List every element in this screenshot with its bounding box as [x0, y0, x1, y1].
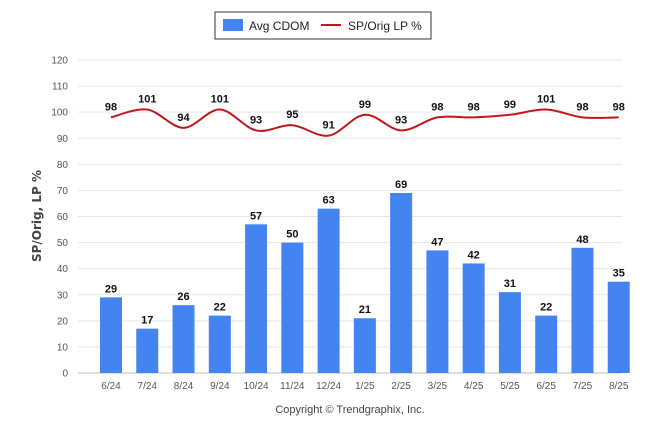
- x-tick-label: 11/24: [280, 381, 305, 392]
- x-axis-ticks: 6/24 7/24 8/24 9/24 10/24 11/24 12/24 1/25 2/25 3…: [101, 381, 629, 392]
- bar: [172, 305, 195, 373]
- bar-value-label: 48: [576, 234, 588, 246]
- bar-value-label: 47: [431, 236, 443, 248]
- line-value-label: 99: [359, 99, 371, 111]
- line-value-label: 98: [576, 101, 588, 113]
- x-tick-label: 7/24: [138, 381, 158, 392]
- line-value-label: 93: [250, 114, 262, 126]
- x-tick-label: 6/24: [101, 381, 121, 392]
- legend-bar-label: Avg CDOM: [249, 19, 309, 33]
- legend-bar-swatch: [223, 19, 243, 31]
- bar: [317, 208, 340, 373]
- x-tick-label: 4/25: [464, 381, 484, 392]
- line-path: [110, 108, 619, 137]
- bar-value-label: 22: [214, 302, 226, 314]
- y-tick-label: 40: [57, 264, 69, 275]
- bar-value-label: 21: [359, 304, 371, 316]
- line-value-label: 98: [468, 101, 480, 113]
- bar-data-labels: 29 17 26 22 57 50 63 21 69 47 42 31 22 48 35: [105, 179, 625, 327]
- bar-value-label: 63: [322, 195, 334, 207]
- x-tick-label: 5/25: [500, 381, 520, 392]
- line-data-labels: 98 101 94 101 93 95 91 99 93 98 98 99 101 98 98: [105, 94, 625, 132]
- line-value-label: 98: [613, 101, 625, 113]
- line-series: [110, 108, 619, 137]
- y-tick-label: 80: [57, 160, 69, 171]
- bar: [390, 193, 413, 373]
- x-tick-label: 6/25: [536, 381, 556, 392]
- grid: [78, 59, 622, 374]
- x-tick-label: 3/25: [428, 381, 448, 392]
- bar-value-label: 31: [504, 278, 516, 290]
- bar-value-label: 35: [613, 268, 625, 280]
- bar-value-label: 42: [468, 249, 480, 261]
- bar-value-label: 50: [286, 229, 298, 241]
- legend-line-label: SP/Orig LP %: [348, 19, 422, 33]
- x-tick-label: 1/25: [355, 381, 375, 392]
- copyright-footer: Copyright © Trendgraphix, Inc.: [275, 404, 424, 416]
- line-value-label: 101: [537, 94, 555, 106]
- line-value-label: 98: [105, 101, 117, 113]
- bar: [426, 250, 449, 373]
- y-axis-title: SP/Orig, LP %: [30, 170, 44, 262]
- y-tick-label: 30: [57, 290, 69, 301]
- bar: [281, 242, 304, 373]
- y-tick-label: 110: [52, 82, 68, 93]
- bar-value-label: 22: [540, 302, 552, 314]
- x-tick-label: 7/25: [573, 381, 593, 392]
- line-value-label: 101: [138, 94, 156, 106]
- bar: [208, 315, 231, 373]
- bar: [136, 328, 159, 373]
- line-value-label: 94: [177, 112, 190, 124]
- legend: Avg CDOM SP/Orig LP %: [214, 11, 432, 40]
- line-value-label: 101: [211, 94, 229, 106]
- bar: [535, 315, 558, 373]
- bar: [571, 247, 594, 373]
- bar: [245, 224, 268, 373]
- bar-value-label: 17: [141, 315, 153, 327]
- bar-value-label: 57: [250, 210, 262, 222]
- x-tick-label: 8/25: [609, 381, 629, 392]
- y-tick-label: 50: [57, 238, 69, 249]
- y-tick-label: 120: [51, 56, 68, 67]
- line-value-label: 91: [322, 120, 334, 132]
- bar: [353, 318, 376, 373]
- x-tick-label: 10/24: [244, 381, 269, 392]
- x-tick-label: 8/24: [174, 381, 194, 392]
- y-tick-label: 60: [57, 212, 69, 223]
- bar: [462, 263, 485, 373]
- bar: [498, 292, 521, 373]
- bar: [100, 297, 122, 373]
- line-value-label: 99: [504, 99, 516, 111]
- y-tick-label: 90: [57, 134, 69, 145]
- bar-series: [100, 193, 630, 373]
- y-tick-label: 70: [57, 186, 69, 197]
- x-tick-label: 2/25: [391, 381, 411, 392]
- x-tick-label: 12/24: [316, 381, 341, 392]
- bar: [607, 281, 630, 373]
- line-value-label: 95: [286, 109, 298, 121]
- bar-value-label: 29: [105, 283, 117, 295]
- bar-value-label: 26: [177, 291, 189, 303]
- y-axis-ticks: 0 10 20 30 40 50 60 70 80 90 100 110 120: [51, 56, 68, 380]
- y-tick-label: 100: [51, 108, 68, 119]
- y-tick-label: 10: [57, 342, 69, 353]
- y-tick-label: 20: [57, 316, 69, 327]
- line-value-label: 98: [431, 101, 443, 113]
- bar-value-label: 69: [395, 179, 407, 191]
- line-value-label: 93: [395, 114, 407, 126]
- x-tick-label: 9/24: [210, 381, 230, 392]
- y-tick-label: 0: [62, 369, 68, 380]
